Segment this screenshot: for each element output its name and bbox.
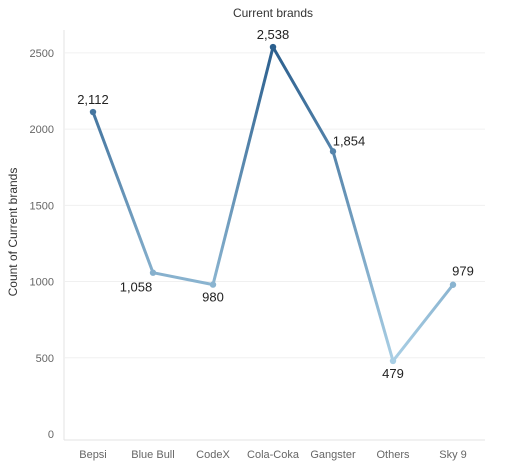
data-point[interactable] bbox=[449, 281, 457, 288]
chart-title: Current brands bbox=[233, 6, 313, 20]
data-label: 1,058 bbox=[120, 280, 153, 295]
y-tick-label: 1000 bbox=[30, 277, 54, 289]
line-segment bbox=[391, 283, 455, 363]
line-segment bbox=[151, 271, 215, 287]
data-point[interactable] bbox=[269, 43, 277, 51]
x-tick-label: Bepsi bbox=[79, 449, 107, 461]
y-axis-ticks: 0 500 1000 1500 2000 2500 bbox=[30, 48, 54, 441]
x-tick-label: Cola-Coka bbox=[247, 449, 300, 461]
data-points bbox=[89, 43, 457, 365]
line-segment bbox=[331, 149, 395, 363]
y-tick-label: 2500 bbox=[30, 48, 54, 60]
gridlines bbox=[63, 30, 485, 441]
x-tick-label: Others bbox=[376, 449, 410, 461]
x-tick-label: Gangster bbox=[310, 449, 356, 461]
data-label: 979 bbox=[452, 264, 474, 279]
x-tick-label: CodeX bbox=[196, 449, 230, 461]
data-point[interactable] bbox=[389, 357, 397, 365]
data-label: 1,854 bbox=[333, 133, 366, 148]
line-segment bbox=[211, 45, 275, 287]
data-label: 2,112 bbox=[77, 92, 109, 107]
line-series bbox=[91, 45, 455, 363]
data-point[interactable] bbox=[89, 108, 97, 116]
data-labels: 2,112 1,058 980 2,538 1,854 479 979 bbox=[77, 27, 474, 381]
y-tick-label: 500 bbox=[36, 353, 54, 365]
x-tick-label: Blue Bull bbox=[131, 449, 174, 461]
y-tick-label: 2000 bbox=[30, 124, 54, 136]
x-axis-ticks: Bepsi Blue Bull CodeX Cola-Coka Gangster Othe… bbox=[79, 449, 467, 461]
y-axis-title: Count of Current brands bbox=[6, 168, 20, 297]
x-tick-label: Sky 9 bbox=[439, 449, 467, 461]
data-label: 479 bbox=[382, 366, 404, 381]
data-point[interactable] bbox=[209, 281, 217, 288]
data-label: 980 bbox=[202, 290, 224, 305]
data-point[interactable] bbox=[329, 148, 337, 155]
line-segment bbox=[271, 45, 335, 153]
y-tick-label: 0 bbox=[48, 429, 54, 441]
y-tick-label: 1500 bbox=[30, 200, 54, 212]
data-point[interactable] bbox=[149, 269, 157, 276]
data-label: 2,538 bbox=[257, 27, 290, 42]
line-segment bbox=[91, 110, 155, 275]
